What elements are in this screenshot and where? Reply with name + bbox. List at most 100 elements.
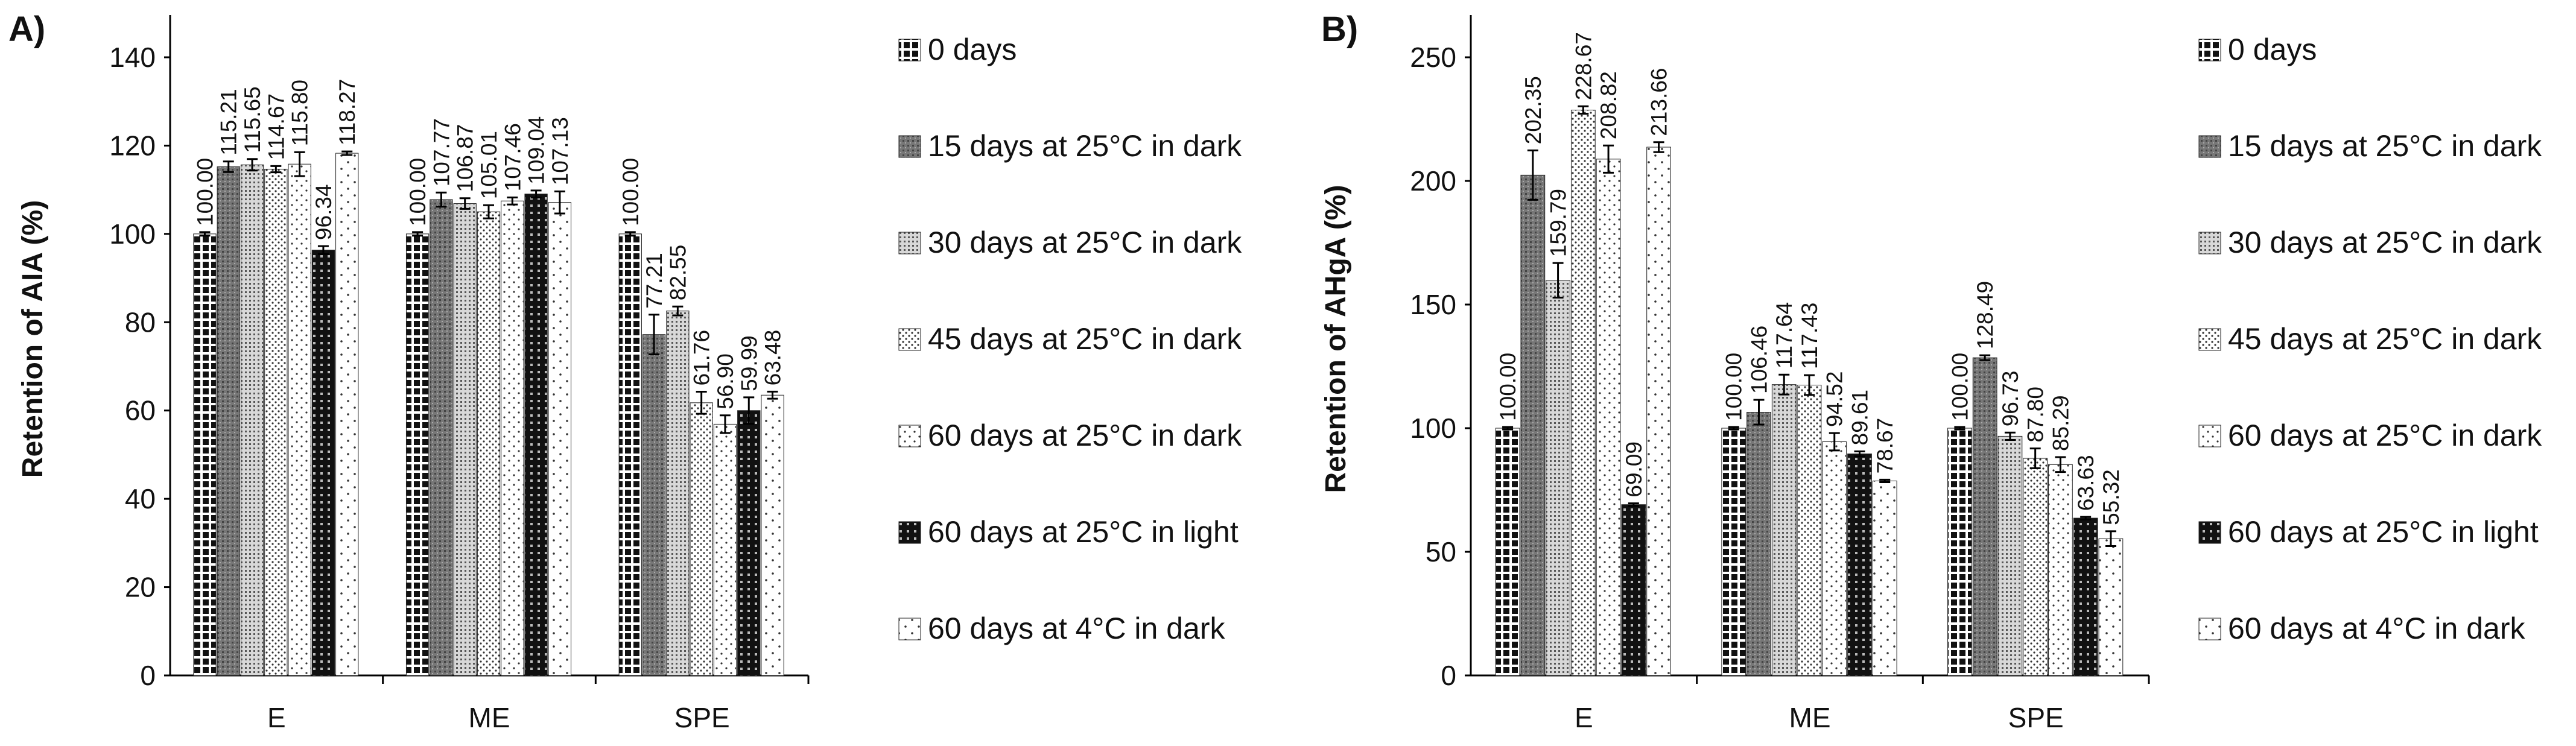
y-tick-label: 250 [1410, 42, 1456, 73]
data-label: 107.46 [500, 123, 525, 191]
legend-item: 30 days at 25°C in dark [2198, 226, 2542, 259]
bar [430, 199, 453, 676]
bar [1771, 384, 1797, 676]
y-tick-label: 80 [125, 306, 156, 338]
bar [405, 233, 430, 676]
bar [618, 233, 642, 676]
bar [240, 164, 264, 676]
y-axis-title: Retention of AHgA (%) [1320, 185, 1352, 493]
bar [1972, 357, 1997, 676]
data-label: 87.80 [2023, 387, 2048, 443]
data-label: 94.52 [1823, 371, 1847, 428]
data-label: 208.82 [1596, 71, 1621, 139]
data-label: 117.64 [1772, 302, 1797, 368]
x-tick-label: SPE [674, 702, 730, 733]
bar [2073, 517, 2098, 676]
bar [1520, 174, 1546, 676]
data-label: 106.87 [453, 124, 478, 192]
data-label: 117.43 [1797, 303, 1822, 369]
legend-item: 30 days at 25°C in dark [898, 226, 1242, 259]
legend-label: 60 days at 4°C in dark [928, 612, 1225, 645]
legend-swatch [2198, 39, 2221, 62]
data-label: 100.00 [405, 158, 430, 226]
y-tick-label: 100 [1410, 413, 1456, 444]
legend-item: 60 days at 25°C in dark [2198, 419, 2542, 452]
panel-label: B) [1321, 10, 1358, 49]
y-tick-label: 60 [125, 395, 156, 426]
legend-label: 15 days at 25°C in dark [2228, 129, 2542, 163]
legend-label: 60 days at 25°C in dark [928, 419, 1242, 452]
data-label: 89.61 [1847, 390, 1872, 446]
bar [713, 423, 737, 676]
legend-swatch [2198, 232, 2221, 254]
data-label: 118.27 [335, 79, 360, 145]
data-label: 63.63 [2073, 455, 2098, 511]
data-label: 96.73 [1998, 371, 2023, 427]
y-tick-label: 120 [109, 130, 156, 161]
legend-swatch [2198, 135, 2221, 158]
x-tick-label: ME [469, 702, 510, 733]
data-label: 82.55 [665, 245, 690, 301]
legend-item: 15 days at 25°C in dark [898, 129, 1242, 163]
data-label: 107.13 [548, 117, 573, 185]
y-tick-label: 100 [109, 218, 156, 250]
bar [501, 200, 524, 676]
legend-swatch [898, 39, 921, 62]
y-tick-label: 150 [1410, 289, 1456, 320]
bar [1797, 385, 1822, 676]
data-label: 106.46 [1747, 326, 1772, 394]
legend-swatch [2198, 521, 2221, 544]
legend: 0 days 15 days at 25°C in dark 30 days at … [898, 33, 1242, 645]
bar [1570, 109, 1596, 676]
bar [1872, 480, 1897, 676]
bar [1746, 412, 1771, 676]
legend-item: 0 days [2198, 33, 2317, 66]
data-label: 63.48 [761, 330, 785, 386]
data-label: 115.65 [240, 86, 265, 153]
legend-item: 60 days at 25°C in light [2198, 515, 2539, 549]
bar [548, 202, 572, 676]
data-label: 59.99 [737, 335, 761, 391]
bar [217, 166, 240, 676]
y-tick-label: 20 [125, 572, 156, 603]
legend-swatch [898, 618, 921, 640]
y-tick-label: 0 [140, 660, 156, 691]
bar [761, 394, 784, 676]
bar [2048, 464, 2073, 676]
bar [1621, 504, 1646, 676]
bar [1997, 435, 2023, 676]
legend-swatch [2198, 425, 2221, 447]
data-label: 78.67 [1873, 418, 1897, 474]
x-tick-label: E [1575, 702, 1593, 733]
legend-item: 60 days at 25°C in light [898, 515, 1239, 549]
legend: 0 days 15 days at 25°C in dark 30 days at … [2198, 33, 2542, 645]
y-tick-label: 40 [125, 483, 156, 514]
legend-label: 30 days at 25°C in dark [928, 226, 1242, 259]
bar [1495, 428, 1520, 676]
bar [1847, 454, 1872, 676]
data-label: 159.79 [1546, 189, 1571, 257]
bar [1546, 280, 1570, 676]
bar [737, 410, 761, 676]
bar [453, 203, 477, 676]
data-label: 69.09 [1622, 441, 1646, 498]
legend-label: 60 days at 4°C in dark [2228, 612, 2525, 645]
legend-swatch [2198, 328, 2221, 351]
legend-item: 45 days at 25°C in dark [2198, 322, 2542, 356]
bar [264, 168, 288, 676]
bar [1721, 428, 1746, 676]
legend-item: 60 days at 25°C in dark [898, 419, 1242, 452]
legend-label: 60 days at 25°C in light [2228, 515, 2539, 549]
legend-swatch [898, 135, 921, 158]
bar [2098, 538, 2124, 676]
legend-swatch [2198, 618, 2221, 640]
legend-label: 30 days at 25°C in dark [2228, 226, 2542, 259]
bar [1596, 159, 1621, 676]
bar [311, 250, 335, 676]
legend-swatch [898, 232, 921, 254]
data-label: 213.66 [1647, 68, 1672, 136]
bar [193, 233, 217, 676]
data-label: 114.67 [264, 93, 288, 160]
legend-item: 45 days at 25°C in dark [898, 322, 1242, 356]
legend-label: 0 days [2228, 33, 2317, 66]
